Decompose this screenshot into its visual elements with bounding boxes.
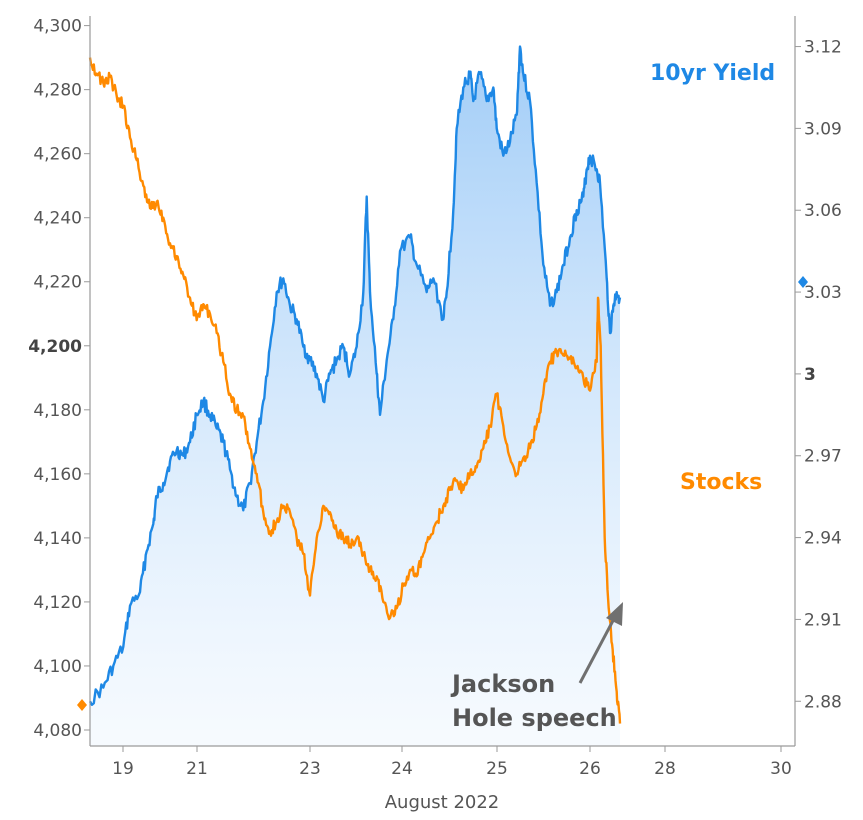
- x-tick-label: 21: [186, 759, 208, 779]
- right-tick-label: 2.91: [804, 610, 842, 630]
- x-tick-label: 26: [579, 759, 601, 779]
- x-axis: 19 21 23 24 25 26 28 30: [112, 746, 792, 779]
- x-tick-label: 24: [391, 759, 413, 779]
- annotation-line-2: Hole speech: [452, 704, 617, 732]
- yield-line: [88, 45, 622, 706]
- left-axis: 4,080 4,100 4,120 4,140 4,160 4,180 4,200 4,220…: [28, 17, 90, 741]
- x-tick-label: 28: [654, 759, 676, 779]
- left-tick-label: 4,200: [28, 337, 82, 357]
- right-tick-label: 3.12: [804, 38, 842, 58]
- stocks-series-label: Stocks: [680, 470, 762, 495]
- yield-series-label: 10yr Yield: [650, 61, 775, 86]
- x-tick-label: 19: [112, 759, 134, 779]
- left-tick-label: 4,220: [33, 273, 82, 293]
- yield-area: [90, 46, 620, 747]
- left-tick-label: 4,100: [33, 657, 82, 677]
- left-tick-label: 4,160: [33, 465, 82, 485]
- x-axis-title: August 2022: [385, 792, 500, 813]
- right-axis: 2.88 2.91 2.94 2.97 3 3.03 3.06 3.09 3.12: [795, 38, 842, 712]
- x-tick-label: 23: [299, 759, 321, 779]
- stocks-end-marker: [77, 699, 87, 711]
- right-tick-label: 3.09: [804, 119, 842, 139]
- left-tick-label: 4,260: [33, 145, 82, 165]
- left-tick-label: 4,180: [33, 401, 82, 421]
- right-tick-label: 2.97: [804, 447, 842, 467]
- left-tick-label: 4,240: [33, 209, 82, 229]
- right-tick-label: 2.88: [804, 692, 842, 712]
- right-tick-label: 3.06: [804, 201, 842, 221]
- stocks-line: [88, 57, 622, 724]
- x-tick-label: 30: [770, 759, 792, 779]
- right-tick-label: 3.03: [804, 283, 842, 303]
- left-tick-label: 4,300: [33, 17, 82, 37]
- annotation-arrow: [578, 614, 618, 684]
- right-tick-label: 2.94: [804, 529, 842, 549]
- left-tick-label: 4,120: [33, 593, 82, 613]
- annotation-line-1: Jackson: [450, 670, 555, 698]
- left-tick-label: 4,140: [33, 529, 82, 549]
- right-tick-label: 3: [804, 365, 816, 385]
- left-tick-label: 4,280: [33, 81, 82, 101]
- annotation-arrowhead: [606, 602, 623, 626]
- yield-end-marker: [798, 276, 808, 288]
- left-tick-label: 4,080: [33, 721, 82, 741]
- x-tick-label: 25: [486, 759, 508, 779]
